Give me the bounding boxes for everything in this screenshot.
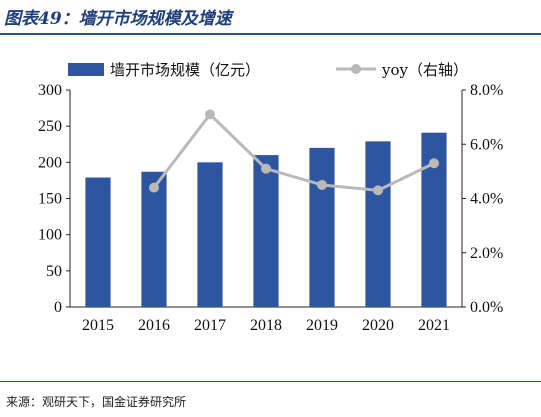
x-tick-label: 2017 [194, 317, 226, 334]
y-right-tick-label: 6.0% [470, 136, 503, 153]
legend-line-label: yoy（右轴） [381, 61, 468, 79]
y-left-tick-label: 50 [46, 263, 62, 280]
yoy-point [373, 185, 383, 196]
axes: 0 50 100 150 200 250 300 0.0% 2.0% 4.0% 6.0% 8.0% [38, 82, 503, 316]
bar [365, 141, 391, 307]
y-left-tick-label: 150 [38, 191, 62, 208]
legend-line-marker [351, 64, 361, 74]
title-bar: 图表49：墙开市场规模及增速 [0, 0, 541, 35]
y-left-tick-label: 0 [54, 299, 62, 316]
source-note: 来源：观研天下，国金证券研究所 [6, 395, 187, 409]
yoy-point [317, 179, 327, 190]
yoy-point [205, 109, 215, 120]
y-right-tick-label: 4.0% [470, 191, 503, 208]
yoy-line [152, 112, 435, 192]
yoy-point [261, 163, 271, 174]
x-axis-ticks: 2015 2016 2017 2018 2019 2020 2021 [82, 317, 450, 334]
bar-series [85, 132, 447, 307]
y-right-tick-label: 2.0% [470, 245, 503, 262]
x-tick-label: 2015 [82, 317, 114, 334]
y-right-tick-label: 8.0% [470, 82, 503, 99]
line-series [149, 109, 439, 196]
yoy-point [429, 158, 439, 169]
y-left-tick-label: 250 [38, 118, 62, 135]
bar-line-chart: 墙开市场规模（亿元） yoy（右轴） 0 50 100 150 200 250 300 0.0%… [38, 61, 503, 334]
x-tick-label: 2018 [250, 317, 282, 334]
y-left-tick-label: 300 [38, 82, 62, 99]
figure-title: 图表49：墙开市场规模及增速 [4, 9, 232, 29]
bar [309, 147, 335, 307]
x-tick-label: 2021 [418, 317, 450, 334]
y-left-tick-label: 100 [38, 227, 62, 244]
bar [197, 162, 223, 307]
legend: 墙开市场规模（亿元） yoy（右轴） [68, 61, 468, 79]
source-bar: 来源：观研天下，国金证券研究所 [0, 381, 541, 417]
bar [253, 155, 279, 307]
legend-bar-label: 墙开市场规模（亿元） [110, 61, 260, 79]
x-tick-label: 2020 [362, 317, 394, 334]
x-tick-label: 2019 [306, 317, 338, 334]
x-tick-label: 2016 [138, 317, 170, 334]
bar [85, 177, 111, 307]
y-right-tick-label: 0.0% [470, 299, 503, 316]
bar [141, 171, 167, 307]
legend-bar-swatch [68, 63, 104, 76]
y-left-tick-label: 200 [38, 154, 62, 171]
yoy-point [149, 182, 159, 193]
